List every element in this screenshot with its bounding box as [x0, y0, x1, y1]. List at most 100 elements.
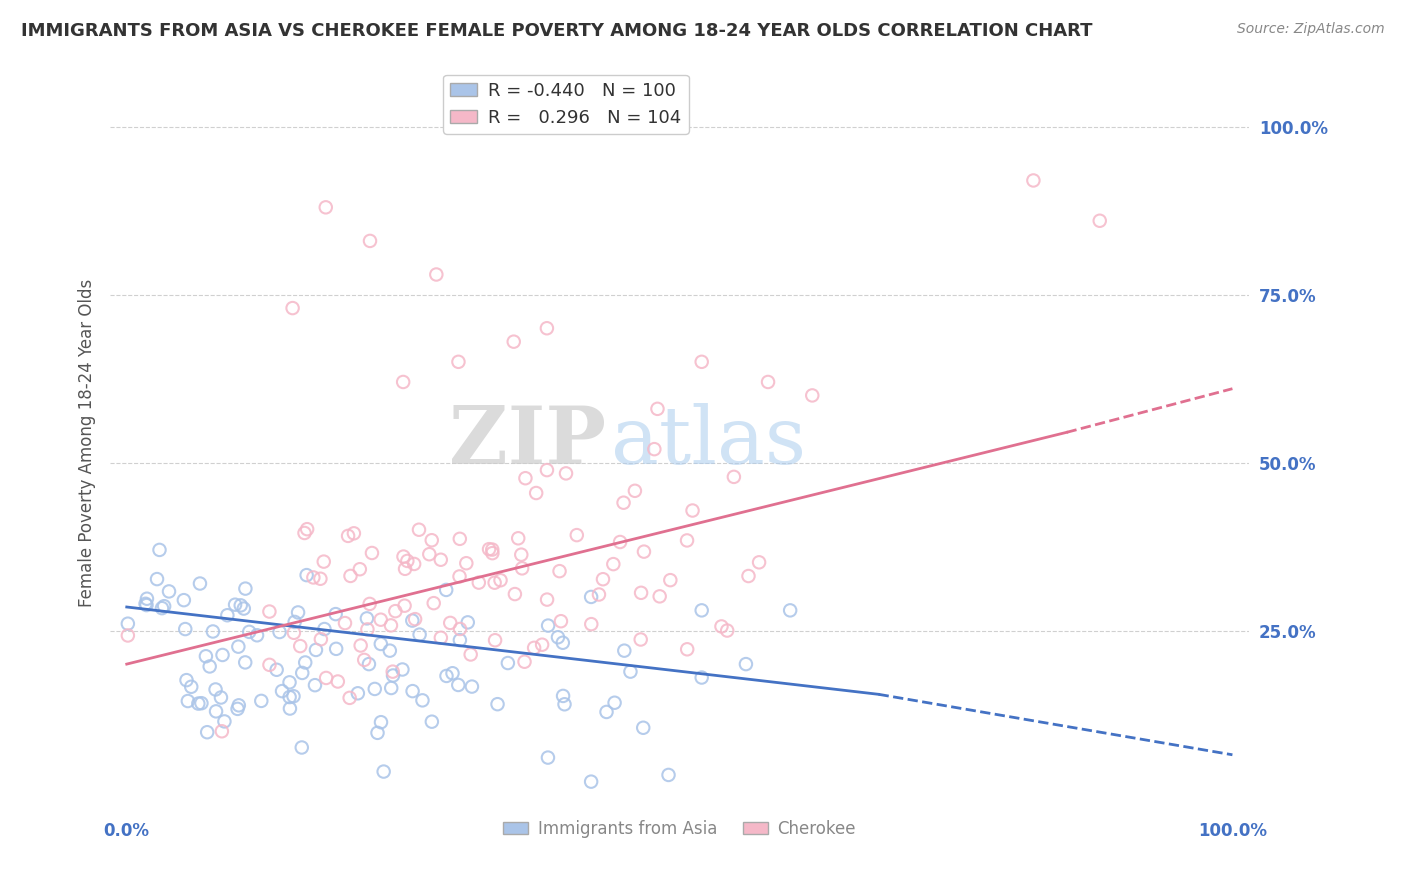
- Point: [353, 653, 375, 667]
- Point: [333, 616, 356, 631]
- Point: [326, 674, 349, 689]
- Point: [710, 619, 733, 633]
- Point: [117, 628, 139, 642]
- Point: [609, 535, 631, 549]
- Y-axis label: Female Poverty Among 18-24 Year Olds: Female Poverty Among 18-24 Year Olds: [79, 278, 96, 607]
- Point: [478, 542, 501, 557]
- Point: [290, 639, 312, 653]
- Point: [174, 622, 197, 636]
- Point: [304, 678, 326, 692]
- Point: [325, 607, 347, 621]
- Point: [190, 696, 212, 710]
- Point: [302, 570, 325, 584]
- Point: [232, 601, 254, 615]
- Point: [748, 555, 770, 569]
- Point: [447, 355, 470, 369]
- Point: [502, 334, 524, 349]
- Point: [461, 680, 484, 694]
- Point: [531, 638, 554, 652]
- Point: [295, 568, 318, 582]
- Point: [229, 599, 252, 613]
- Point: [481, 542, 503, 557]
- Point: [449, 622, 471, 636]
- Point: [364, 681, 387, 696]
- Point: [194, 649, 217, 664]
- Point: [135, 598, 157, 612]
- Point: [259, 605, 281, 619]
- Point: [380, 618, 402, 632]
- Point: [287, 606, 309, 620]
- Point: [291, 740, 314, 755]
- Point: [384, 604, 406, 618]
- Point: [550, 614, 572, 628]
- Point: [537, 750, 560, 764]
- Point: [434, 582, 457, 597]
- Point: [429, 553, 451, 567]
- Point: [187, 697, 209, 711]
- Point: [554, 698, 576, 712]
- Point: [278, 701, 301, 715]
- Point: [294, 656, 316, 670]
- Point: [441, 666, 464, 681]
- Point: [378, 643, 401, 657]
- Point: [370, 715, 392, 730]
- Point: [735, 657, 758, 672]
- Point: [314, 622, 336, 636]
- Point: [676, 533, 699, 548]
- Point: [690, 603, 713, 617]
- Text: Source: ZipAtlas.com: Source: ZipAtlas.com: [1237, 22, 1385, 37]
- Point: [496, 656, 519, 670]
- Point: [204, 682, 226, 697]
- Point: [1088, 213, 1111, 227]
- Point: [801, 388, 824, 402]
- Point: [349, 562, 371, 576]
- Point: [682, 503, 704, 517]
- Point: [315, 200, 337, 214]
- Point: [595, 705, 617, 719]
- Point: [523, 640, 546, 655]
- Text: atlas: atlas: [612, 403, 807, 482]
- Point: [1022, 173, 1045, 187]
- Point: [690, 671, 713, 685]
- Point: [173, 593, 195, 607]
- Point: [624, 483, 647, 498]
- Point: [347, 686, 370, 700]
- Point: [224, 598, 246, 612]
- Point: [150, 601, 173, 615]
- Point: [394, 562, 416, 576]
- Point: [294, 526, 316, 541]
- Point: [565, 528, 588, 542]
- Point: [425, 268, 447, 282]
- Point: [602, 557, 624, 571]
- Legend: Immigrants from Asia, Cherokee: Immigrants from Asia, Cherokee: [496, 813, 863, 844]
- Point: [356, 623, 378, 637]
- Point: [309, 572, 332, 586]
- Point: [756, 375, 779, 389]
- Point: [408, 627, 430, 641]
- Point: [312, 555, 335, 569]
- Point: [489, 573, 512, 587]
- Point: [420, 533, 443, 548]
- Point: [357, 657, 380, 672]
- Point: [457, 615, 479, 630]
- Point: [631, 721, 654, 735]
- Point: [647, 401, 669, 416]
- Point: [250, 694, 273, 708]
- Point: [392, 549, 415, 564]
- Point: [136, 591, 159, 606]
- Point: [370, 637, 392, 651]
- Point: [146, 572, 169, 586]
- Point: [315, 671, 337, 685]
- Point: [157, 584, 180, 599]
- Point: [619, 665, 641, 679]
- Point: [177, 694, 200, 708]
- Point: [630, 632, 652, 647]
- Point: [233, 656, 256, 670]
- Point: [612, 496, 634, 510]
- Point: [278, 675, 301, 690]
- Text: ZIP: ZIP: [449, 403, 606, 482]
- Point: [657, 768, 679, 782]
- Point: [228, 698, 250, 713]
- Point: [579, 774, 602, 789]
- Point: [613, 643, 636, 657]
